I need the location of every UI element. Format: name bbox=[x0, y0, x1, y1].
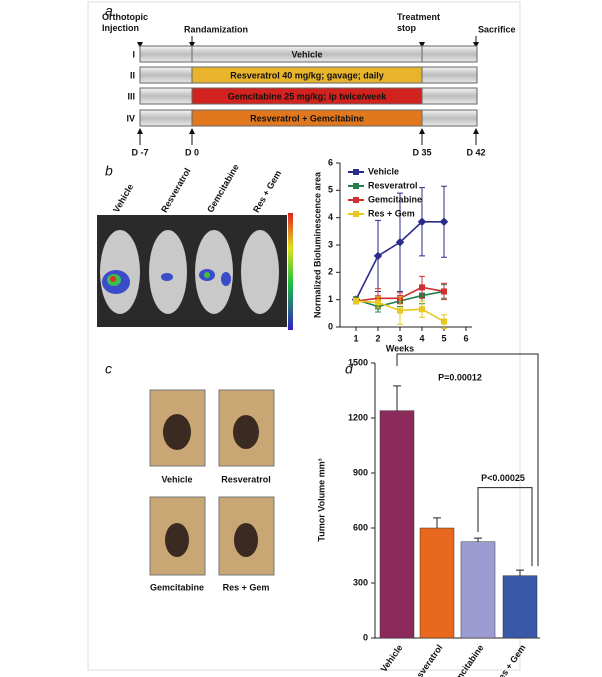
tumor-photo bbox=[149, 389, 275, 576]
row-label: Gemcitabine 25 mg/kg; ip twice/week bbox=[228, 91, 388, 101]
y-tick-label: 600 bbox=[353, 522, 368, 532]
bracket bbox=[396, 353, 539, 567]
y-tick-label: 1200 bbox=[348, 412, 368, 422]
event-label: Sacrifice bbox=[478, 24, 516, 34]
bar bbox=[460, 541, 496, 639]
legend-label: Resveratrol bbox=[368, 180, 418, 190]
photo-label: Res + Gem bbox=[223, 582, 270, 592]
y-tick-label: 5 bbox=[328, 185, 333, 195]
legend-label: Vehicle bbox=[368, 166, 399, 176]
event-label: Treatment stop bbox=[397, 12, 440, 33]
bar bbox=[419, 527, 455, 639]
x-tick-label: 4 bbox=[419, 333, 424, 343]
imaging-photo bbox=[97, 213, 293, 330]
y-tick-label: 300 bbox=[353, 577, 368, 587]
x-tick-label: 5 bbox=[441, 333, 446, 343]
event-label: Randamization bbox=[184, 24, 248, 34]
row-label: Resveratrol + Gemcitabine bbox=[250, 113, 364, 123]
y-tick-label: 900 bbox=[353, 467, 368, 477]
y-tick-label: 1500 bbox=[348, 357, 368, 367]
legend-label: Gemcitabine bbox=[368, 194, 422, 204]
photo-label: Gemcitabine bbox=[150, 582, 204, 592]
marker bbox=[419, 284, 425, 291]
x-tick-label: 3 bbox=[397, 333, 402, 343]
photo-label: Vehicle bbox=[161, 474, 192, 484]
day-label: D 35 bbox=[412, 147, 431, 157]
y-tick-label: 4 bbox=[328, 212, 333, 222]
y-tick-label: 0 bbox=[363, 632, 368, 642]
y-tick-label: 2 bbox=[328, 267, 333, 277]
event-label: Orthotopic Injection bbox=[102, 12, 148, 33]
legend-swatch bbox=[353, 183, 359, 189]
row-label: Resveratrol 40 mg/kg; gavage; daily bbox=[230, 70, 384, 80]
panel-letter: a bbox=[105, 3, 113, 19]
annotation: P=0.00012 bbox=[438, 372, 482, 382]
panel-letter: c bbox=[105, 361, 112, 377]
panel-letter: b bbox=[105, 163, 113, 179]
error-bar bbox=[433, 517, 441, 528]
marker bbox=[439, 217, 449, 227]
day-label: D 0 bbox=[185, 147, 199, 157]
marker bbox=[373, 251, 383, 261]
x-axis-label: Weeks bbox=[386, 343, 414, 353]
x-tick-label: 2 bbox=[375, 333, 380, 343]
y-axis-label: Tumor Volume mm³ bbox=[316, 458, 326, 541]
bracket bbox=[477, 487, 533, 567]
legend-swatch bbox=[353, 197, 359, 203]
marker bbox=[395, 238, 405, 247]
error-bar bbox=[393, 385, 401, 411]
day-label: D -7 bbox=[131, 147, 148, 157]
bar bbox=[379, 410, 415, 639]
row-numeral: II bbox=[130, 70, 135, 80]
legend-label: Res + Gem bbox=[368, 208, 415, 218]
y-tick-label: 0 bbox=[328, 321, 333, 331]
x-tick-label: 1 bbox=[353, 333, 358, 343]
marker bbox=[417, 217, 427, 227]
y-axis-label: Normalized Bioluminescence area bbox=[312, 171, 322, 318]
row-numeral: III bbox=[127, 91, 135, 101]
row-label: Vehicle bbox=[291, 49, 322, 59]
y-tick-label: 6 bbox=[328, 157, 333, 167]
row-numeral: I bbox=[132, 49, 135, 59]
timeline-bar bbox=[139, 45, 478, 63]
marker bbox=[441, 318, 447, 325]
day-label: D 42 bbox=[466, 147, 485, 157]
error-bar bbox=[516, 569, 524, 576]
marker bbox=[353, 298, 359, 305]
y-tick-label: 3 bbox=[328, 239, 333, 249]
row-numeral: IV bbox=[126, 113, 135, 123]
legend-swatch bbox=[353, 211, 359, 217]
photo-label: Resveratrol bbox=[221, 474, 271, 484]
marker bbox=[375, 299, 381, 306]
bar bbox=[502, 575, 538, 639]
marker bbox=[397, 307, 403, 314]
x-tick-label: 6 bbox=[463, 333, 468, 343]
legend-swatch bbox=[353, 169, 359, 175]
marker bbox=[419, 306, 425, 313]
y-tick-label: 1 bbox=[328, 294, 333, 304]
annotation: P<0.00025 bbox=[481, 473, 525, 483]
error-bar bbox=[474, 537, 482, 542]
panel-letter: d bbox=[345, 361, 354, 377]
marker bbox=[441, 288, 447, 295]
